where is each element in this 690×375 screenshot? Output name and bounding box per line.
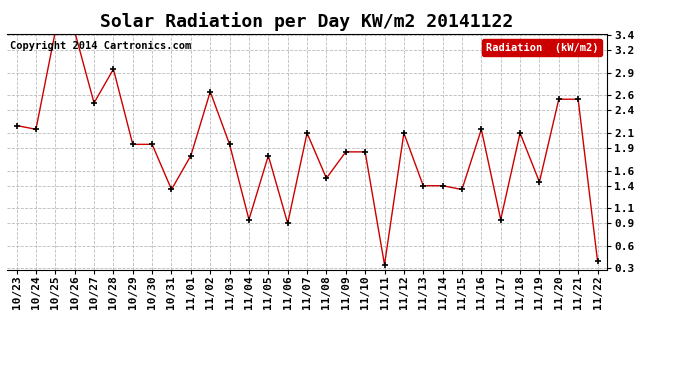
Legend: Radiation  (kW/m2): Radiation (kW/m2) [482, 39, 602, 56]
Text: Copyright 2014 Cartronics.com: Copyright 2014 Cartronics.com [10, 41, 191, 51]
Title: Solar Radiation per Day KW/m2 20141122: Solar Radiation per Day KW/m2 20141122 [101, 12, 513, 31]
